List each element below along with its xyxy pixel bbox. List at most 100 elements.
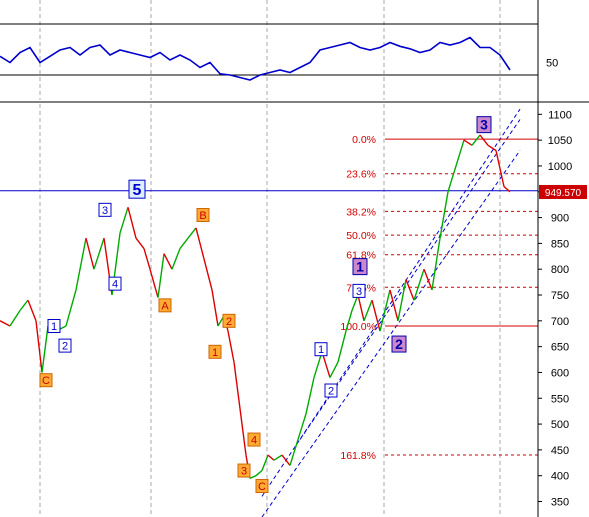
wave-label-box [208,344,222,359]
price-segment [405,279,415,301]
wave-label-box [39,373,53,388]
price-segment [135,237,145,250]
price-segment [119,207,129,234]
wave-label-box [247,432,261,447]
price-segment [179,237,189,250]
wave-label: 3 [102,205,108,217]
wave-label: 3 [356,286,362,298]
wave-label: 2 [328,385,334,397]
price-segment [305,377,315,414]
wave-label: 3 [480,117,488,133]
wave-label: 2 [226,316,232,328]
price-segment [249,475,257,479]
price-segment [203,258,213,291]
wave-label: 1 [318,344,324,356]
wave-label: 1 [212,347,218,359]
price-segment [239,408,247,456]
wave-label-box [47,318,61,333]
price-segment [255,469,263,477]
price-segment [35,320,43,373]
price-segment [389,289,399,321]
osc-tick-label: 50 [546,58,558,70]
price-segment [195,227,205,260]
price-tick-label: 700 [551,316,569,328]
wave-label: 2 [62,341,68,353]
price-panel: 0.0%23.6%38.2%50.0%61.8%78.6%100.0%161.8… [0,104,538,517]
price-segment [329,361,339,378]
price-segment [345,310,353,332]
wave-label: 5 [133,182,142,199]
price-tick-label: 600 [551,367,569,379]
price-tick-label: 550 [551,393,569,405]
wave-label-box [108,276,122,291]
fib-level-label: 50.0% [346,230,376,242]
fib-level-label: 23.6% [346,169,376,181]
price-segment [75,238,87,291]
wave-label-box [476,116,492,134]
price-tick-label: 400 [551,471,569,483]
fib-level-label: 161.8% [340,450,376,462]
wave-label: 1 [356,259,364,275]
price-tick-label: 450 [551,445,569,457]
price-segment [479,134,489,146]
price-segment [143,248,151,270]
price-segment [413,268,425,301]
price-segment [149,269,159,298]
wave-label-box [98,202,112,217]
oscillator-line [0,36,511,81]
price-segment [379,289,391,332]
wave-label: A [161,300,169,312]
price-segment [65,289,77,327]
price-segment [9,310,21,327]
wave-label-box [314,342,328,357]
price-segment [397,279,407,321]
price-segment [127,207,137,239]
current-price-label: 949.570 [545,188,582,199]
price-segment [423,268,433,291]
wave-label-box [324,383,338,398]
price-segment [187,227,197,239]
price-segment [371,300,381,332]
price-segment [27,299,37,322]
price-tick-label: 1000 [548,161,572,173]
price-segment [211,289,219,327]
price-segment [431,238,441,291]
price-segment [337,330,347,363]
wave-label-box [158,298,172,313]
fib-level-label: 38.2% [346,206,376,218]
price-tick-label: 350 [551,497,569,509]
wave-label-box [58,338,72,353]
price-axis: 5011001050100095090085080075070065060055… [538,58,587,509]
wave-label-box [222,313,236,328]
price-segment [363,299,373,322]
channel-line [261,150,521,517]
price-segment [439,191,449,239]
wave-label-box [255,479,269,494]
wave-label: B [199,210,206,222]
fib-level-label: 100.0% [340,321,376,333]
wave-label-box [196,207,210,222]
price-segment [495,150,505,187]
price-segment [297,413,307,440]
wave-label-box [352,258,368,276]
price-segment [227,330,235,363]
wave-label-box [237,463,251,478]
price-tick-label: 1100 [548,109,572,121]
price-segment [357,294,365,321]
price-segment [281,454,291,466]
price-segment [463,139,473,146]
price-segment [471,134,481,146]
price-segment [171,248,181,270]
price-segment [455,139,465,167]
price-segment [233,362,241,409]
price-segment [261,454,269,471]
price-segment [19,299,29,311]
wave-label-box [391,335,407,353]
price-tick-label: 650 [551,342,569,354]
wave-label: C [42,375,50,387]
price-tick-label: 900 [551,213,569,225]
wave-label: 4 [112,279,118,291]
price-tick-label: 750 [551,290,569,302]
oscillator-panel [0,0,538,100]
